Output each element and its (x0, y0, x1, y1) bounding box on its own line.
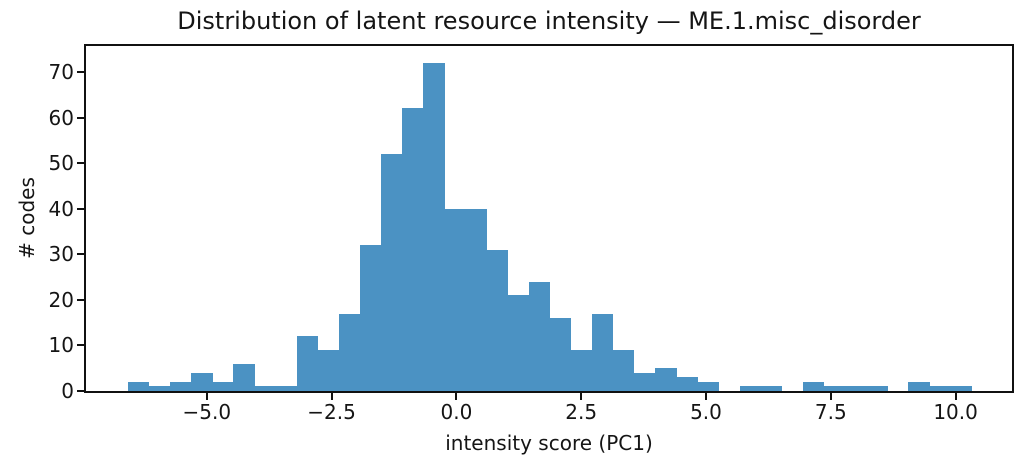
histogram-bar (591, 313, 614, 391)
histogram-bar (359, 245, 382, 391)
histogram-bar (570, 349, 593, 391)
histogram-bar (739, 386, 761, 391)
histogram-bar (802, 381, 825, 391)
y-tick-mark (77, 116, 84, 119)
histogram-bar (697, 381, 719, 391)
x-tick-label: 7.5 (814, 400, 847, 424)
histogram-bar (254, 386, 276, 391)
histogram-bar (149, 386, 171, 391)
histogram-bar (549, 318, 572, 391)
histogram-bar (444, 208, 466, 391)
histogram-bar (402, 108, 424, 391)
histogram-bar (465, 208, 487, 391)
y-tick-label: 50 (48, 151, 74, 176)
y-tick-label: 0 (61, 379, 74, 403)
y-tick-label: 30 (48, 242, 74, 267)
x-tick-label: −5.0 (182, 400, 232, 424)
y-tick-mark (77, 253, 84, 256)
y-tick-label: 70 (48, 59, 74, 84)
x-tick-mark (205, 393, 208, 400)
histogram-bar (127, 381, 150, 391)
y-tick-mark (77, 207, 84, 210)
y-tick-label: 40 (48, 196, 74, 221)
histogram-bar (528, 281, 551, 391)
x-tick-mark (704, 393, 707, 400)
histogram-bar (486, 249, 508, 391)
y-tick-label: 60 (48, 105, 74, 130)
y-tick-label: 10 (48, 333, 74, 358)
histogram-bar (634, 372, 656, 391)
histogram-bar (655, 368, 677, 391)
x-tick-mark (455, 393, 458, 400)
histogram-bar (760, 386, 783, 391)
histogram-bar (191, 372, 213, 391)
histogram-bar (908, 381, 930, 391)
y-tick-mark (77, 344, 84, 347)
x-tick-mark (954, 393, 957, 400)
histogram-bar (845, 386, 867, 391)
x-tick-mark (829, 393, 832, 400)
x-tick-label: −2.5 (307, 400, 356, 424)
histogram-bar (317, 349, 340, 391)
histogram-bar (866, 386, 888, 391)
histogram-bar (233, 363, 255, 391)
histogram-bar (170, 381, 192, 391)
histogram-bar (929, 386, 951, 391)
y-tick-label: 20 (48, 287, 74, 312)
x-tick-label: 10.0 (933, 400, 978, 424)
x-axis-label: intensity score (PC1) (445, 431, 653, 455)
histogram-bar (423, 62, 445, 391)
y-tick-mark (77, 162, 84, 165)
chart-title: Distribution of latent resource intensit… (177, 7, 921, 35)
histogram-bar (212, 381, 234, 391)
y-tick-mark (77, 390, 84, 392)
histogram-bar (296, 336, 319, 391)
x-tick-label: 0.0 (440, 400, 473, 424)
histogram-bar (823, 386, 846, 391)
histogram-bar (507, 295, 529, 391)
histogram-bar (676, 377, 698, 391)
x-tick-label: 2.5 (565, 400, 598, 424)
histogram-bar (338, 313, 361, 391)
histogram-bar (613, 349, 635, 391)
x-tick-mark (330, 393, 333, 400)
y-tick-mark (77, 298, 84, 301)
histogram-bar (950, 386, 972, 391)
y-tick-mark (77, 70, 84, 73)
x-tick-mark (580, 393, 583, 400)
x-tick-label: 5.0 (690, 400, 722, 424)
histogram-bar (381, 154, 403, 391)
histogram-bar (275, 386, 297, 391)
plot-area (84, 44, 1014, 393)
